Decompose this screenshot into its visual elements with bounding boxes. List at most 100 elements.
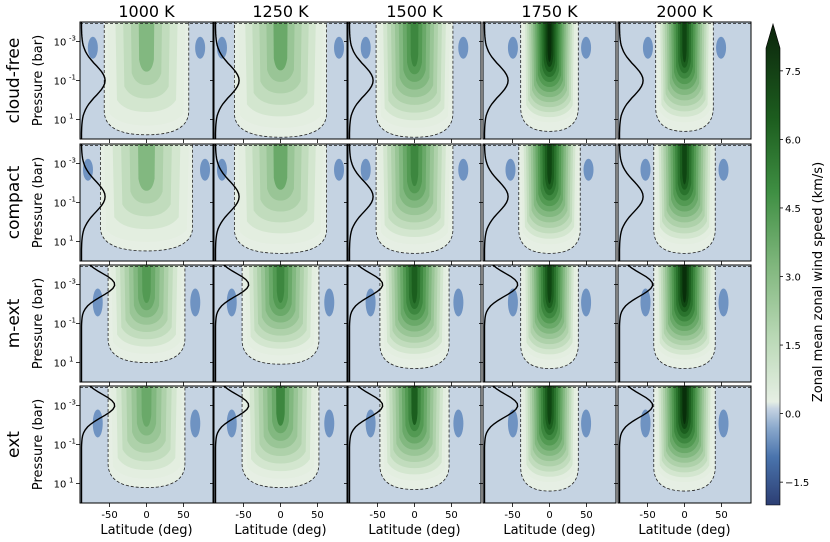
panel-grid: [76, 21, 752, 507]
negative-jet-patch: [640, 409, 651, 438]
y-tick-label: 10: [54, 116, 67, 127]
x-tick-label: 50: [715, 510, 728, 521]
vertical-profile-line: [348, 22, 374, 139]
negative-jet-patch: [458, 36, 469, 59]
negative-jet-patch: [507, 288, 518, 317]
jet-contour-level: [547, 265, 552, 303]
panel-field: [214, 22, 347, 139]
negative-jet-patch: [718, 288, 729, 317]
panel-ext-2000k: [614, 385, 752, 507]
jet-contour-level: [273, 144, 288, 190]
jet-contour-level: [141, 386, 152, 427]
vertical-profile-line: [214, 144, 240, 261]
axes-text: 10 -310 -110 110 -310 -110 110 -310 -110 1-50 0 501…: [4, 2, 731, 538]
negative-jet-patch: [324, 288, 335, 317]
y-tick-exponent: -3: [69, 399, 76, 407]
x-tick-label: 50: [177, 510, 190, 521]
y-axis-label: Pressure (bar): [31, 157, 46, 248]
negative-jet-patch: [365, 288, 376, 317]
y-tick-exponent: -1: [69, 317, 76, 325]
jet-contour-level: [682, 144, 687, 185]
negative-jet-patch: [216, 36, 227, 59]
x-tick-label: 50: [445, 510, 458, 521]
x-axis-label: Latitude (deg): [100, 523, 192, 538]
panel-field: [348, 22, 481, 139]
jet-contour-level: [682, 22, 687, 63]
vertical-profile-line: [618, 386, 654, 503]
negative-jet-patch: [581, 288, 592, 317]
y-tick-label: 10: [54, 359, 67, 370]
column-title: 1000 K: [118, 2, 175, 21]
jet-contour-level: [410, 22, 419, 67]
colorbar-tick-label: 6.0: [785, 135, 801, 146]
x-axis-label: Latitude (deg): [503, 523, 595, 538]
negative-jet-patch: [505, 158, 516, 181]
panel-compact-1500k: [344, 143, 482, 265]
y-tick-exponent: -1: [69, 438, 76, 446]
jet-contour-level: [142, 265, 151, 304]
column-title: 1250 K: [252, 2, 309, 21]
panel-m-ext-1000k: [76, 264, 214, 386]
negative-jet-patch: [334, 36, 345, 59]
negative-jet-patch: [581, 409, 592, 438]
jet-contour-level: [682, 265, 687, 303]
panel-field: [483, 265, 616, 382]
x-axis-label: Latitude (deg): [234, 523, 326, 538]
y-tick-label: 10: [54, 77, 67, 88]
panel-compact-1250k: [210, 143, 348, 265]
jet-contour-level: [682, 386, 687, 425]
y-tick-label: 10: [54, 38, 67, 49]
y-tick-exponent: 1: [69, 235, 73, 243]
negative-jet-patch: [226, 288, 237, 317]
vertical-profile-line: [348, 265, 384, 382]
vertical-profile-line: [618, 22, 644, 139]
panel-compact-2000k: [614, 143, 752, 265]
colorbar-label: Zonal mean zonal wind speed (km/s): [811, 162, 826, 402]
jet-contour-level: [547, 22, 552, 62]
x-tick-label: -50: [639, 510, 655, 521]
negative-jet-patch: [718, 409, 729, 438]
y-tick-exponent: -3: [69, 157, 76, 165]
panel-ext-1750k: [479, 385, 617, 507]
row-title: m-ext: [4, 298, 24, 348]
panel-field: [348, 144, 481, 261]
x-tick-label: 0: [411, 510, 417, 521]
panel-m-ext-1500k: [344, 264, 482, 386]
jet-contour-level: [410, 144, 419, 187]
vertical-profile-line: [483, 386, 519, 503]
x-tick-label: 0: [546, 510, 552, 521]
vertical-profile-line: [348, 144, 374, 261]
jet-contour-level: [276, 386, 285, 426]
negative-jet-patch: [458, 158, 469, 181]
column-title: 1500 K: [386, 2, 443, 21]
vertical-profile-line: [483, 144, 509, 261]
panel-field: [618, 144, 751, 261]
negative-jet-patch: [642, 36, 653, 59]
panel-field: [483, 144, 616, 261]
colorbar-tick-label: 3.0: [785, 273, 801, 284]
x-tick-label: 0: [277, 510, 283, 521]
y-tick-label: 10: [54, 199, 67, 210]
panel-field: [618, 265, 751, 382]
row-title: cloud-free: [4, 38, 24, 124]
panel-cloud-free-1250k: [210, 21, 348, 143]
negative-jet-patch: [200, 158, 211, 181]
y-tick-label: 10: [54, 441, 67, 452]
y-tick-exponent: 1: [69, 477, 73, 485]
colorbar-tick-label: −1.5: [785, 478, 809, 489]
colorbar-body: [766, 24, 780, 505]
x-tick-label: 0: [681, 510, 687, 521]
jet-contour-level: [138, 144, 155, 191]
x-axis-label: Latitude (deg): [638, 523, 730, 538]
negative-jet-patch: [640, 158, 651, 181]
jet-contour-level: [138, 22, 155, 72]
negative-jet-patch: [716, 36, 727, 59]
vertical-profile-line: [80, 144, 106, 261]
jet-contour-level: [273, 22, 288, 71]
panel-m-ext-1250k: [210, 264, 348, 386]
panel-field: [214, 265, 347, 382]
panel-m-ext-1750k: [479, 264, 617, 386]
y-tick-exponent: -3: [69, 278, 76, 286]
vertical-profile-line: [80, 22, 106, 139]
